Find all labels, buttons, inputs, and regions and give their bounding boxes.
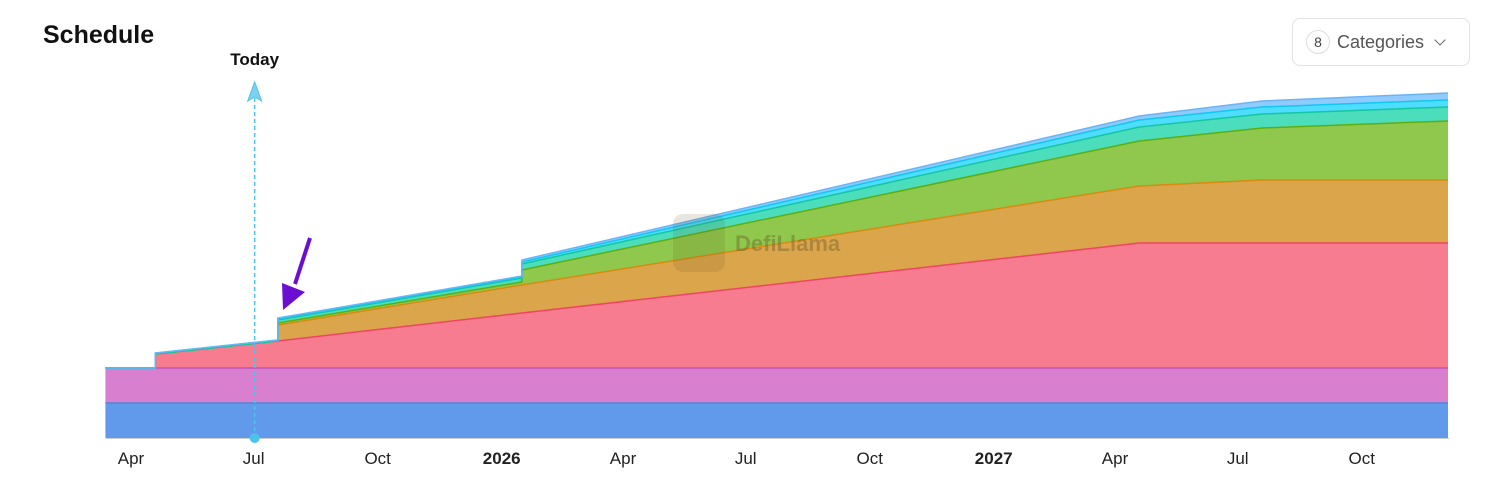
pointer-arrow	[282, 237, 312, 310]
x-tick-label: Jul	[243, 449, 265, 468]
area-series-1	[105, 403, 1448, 438]
x-tick-label: Oct	[364, 449, 391, 468]
page-title: Schedule	[43, 21, 155, 49]
x-tick-label: Apr	[1102, 449, 1129, 468]
x-tick-label: Jul	[1227, 449, 1249, 468]
today-label: Today	[230, 50, 279, 69]
categories-count-badge: 8	[1306, 30, 1330, 54]
pointer-arrow-shaft	[293, 237, 312, 285]
x-tick-label: Apr	[610, 449, 637, 468]
x-tick-label: 2027	[975, 449, 1013, 468]
x-tick-label: 2026	[483, 449, 521, 468]
x-tick-label: Jul	[735, 449, 757, 468]
defillama-watermark: DefiLlama	[673, 214, 841, 272]
today-arrowhead-icon	[246, 80, 263, 103]
watermark-text: DefiLlama	[735, 231, 841, 256]
area-series-2	[105, 368, 1448, 403]
categories-label: Categories	[1337, 31, 1425, 52]
x-tick-label: Apr	[118, 449, 145, 468]
area-series-4	[105, 180, 1448, 368]
pointer-arrow-head-icon	[282, 283, 305, 310]
area-series-3	[105, 243, 1448, 368]
area-series-5	[105, 121, 1448, 368]
x-tick-label: Oct	[1348, 449, 1375, 468]
x-tick-label: Oct	[856, 449, 883, 468]
categories-dropdown-button[interactable]: 8 Categories	[1292, 18, 1470, 66]
today-dot	[249, 433, 260, 443]
series-line-8	[105, 92, 1449, 369]
